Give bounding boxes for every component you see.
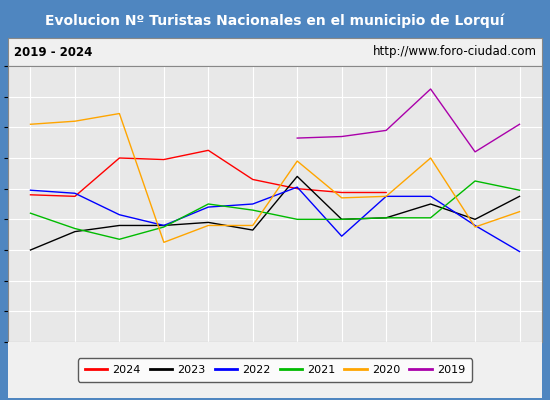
Legend: 2024, 2023, 2022, 2021, 2020, 2019: 2024, 2023, 2022, 2021, 2020, 2019 (78, 358, 472, 382)
Text: http://www.foro-ciudad.com: http://www.foro-ciudad.com (372, 46, 536, 58)
Text: Evolucion Nº Turistas Nacionales en el municipio de Lorquí: Evolucion Nº Turistas Nacionales en el m… (45, 14, 505, 28)
Text: 2019 - 2024: 2019 - 2024 (14, 46, 92, 58)
